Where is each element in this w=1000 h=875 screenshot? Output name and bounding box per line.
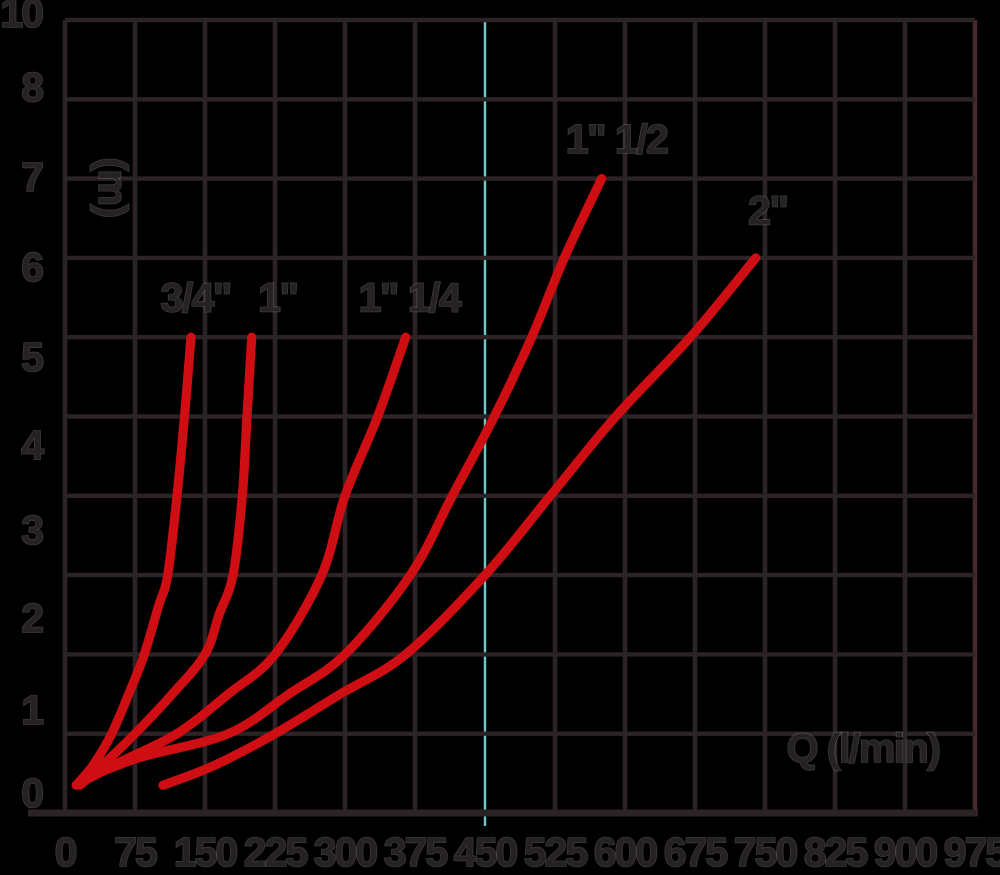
curve-3-4- <box>71 332 196 790</box>
curve-label-3-4-: 3/4" <box>160 275 230 321</box>
grid-layer <box>28 17 978 826</box>
curve-1-1-2 <box>83 174 607 782</box>
y-tick-label: 5 <box>21 334 43 380</box>
x-tick-label: 975 <box>944 829 1000 875</box>
y-tick-label: 10 <box>0 0 43 36</box>
curve-labels: 3/4" 1" 1" 1/4 1" 1/2 2" <box>160 115 790 321</box>
x-tick-label: 450 <box>454 829 518 875</box>
x-tick-label: 225 <box>244 829 308 875</box>
x-tick-label: 750 <box>734 829 798 875</box>
x-tick-label: 375 <box>384 829 448 875</box>
x-tick-label: 825 <box>804 829 868 875</box>
x-tick-label: 0 <box>55 829 77 875</box>
y-tick-label: 8 <box>21 64 43 110</box>
x-tick-label: 900 <box>874 829 938 875</box>
x-tick-label: 525 <box>524 829 588 875</box>
x-axis-tick-labels: 0 75 150 225 300 375 450 525 600 675 750 825 900 975 <box>54 828 1000 875</box>
curve-label-1-1-4: 1" 1/4 <box>359 275 462 321</box>
y-axis-title: (m) <box>90 157 136 216</box>
curve-label-2-: 2" <box>748 187 787 233</box>
curve-2- <box>158 253 761 790</box>
y-tick-label: 6 <box>21 244 43 290</box>
curve-label-1-1-2: 1" 1/2 <box>566 116 668 162</box>
curve-layer <box>71 174 761 790</box>
y-tick-label: 4 <box>21 422 44 468</box>
y-tick-label: 3 <box>21 507 43 553</box>
curve-1-1-4 <box>79 332 411 786</box>
x-tick-label: 600 <box>594 829 658 875</box>
curve-label-1-: 1" <box>258 275 297 321</box>
x-tick-label: 300 <box>314 829 378 875</box>
curve-1- <box>75 332 257 790</box>
x-tick-label: 675 <box>664 829 728 875</box>
x-tick-label: 75 <box>114 829 157 875</box>
y-tick-label: 0 <box>21 770 43 816</box>
y-tick-label: 1 <box>21 687 43 733</box>
x-axis-title: Q (l/min) <box>787 725 940 771</box>
y-tick-label: 2 <box>21 595 43 641</box>
y-tick-label: 7 <box>21 154 42 200</box>
x-tick-label: 150 <box>174 829 238 875</box>
